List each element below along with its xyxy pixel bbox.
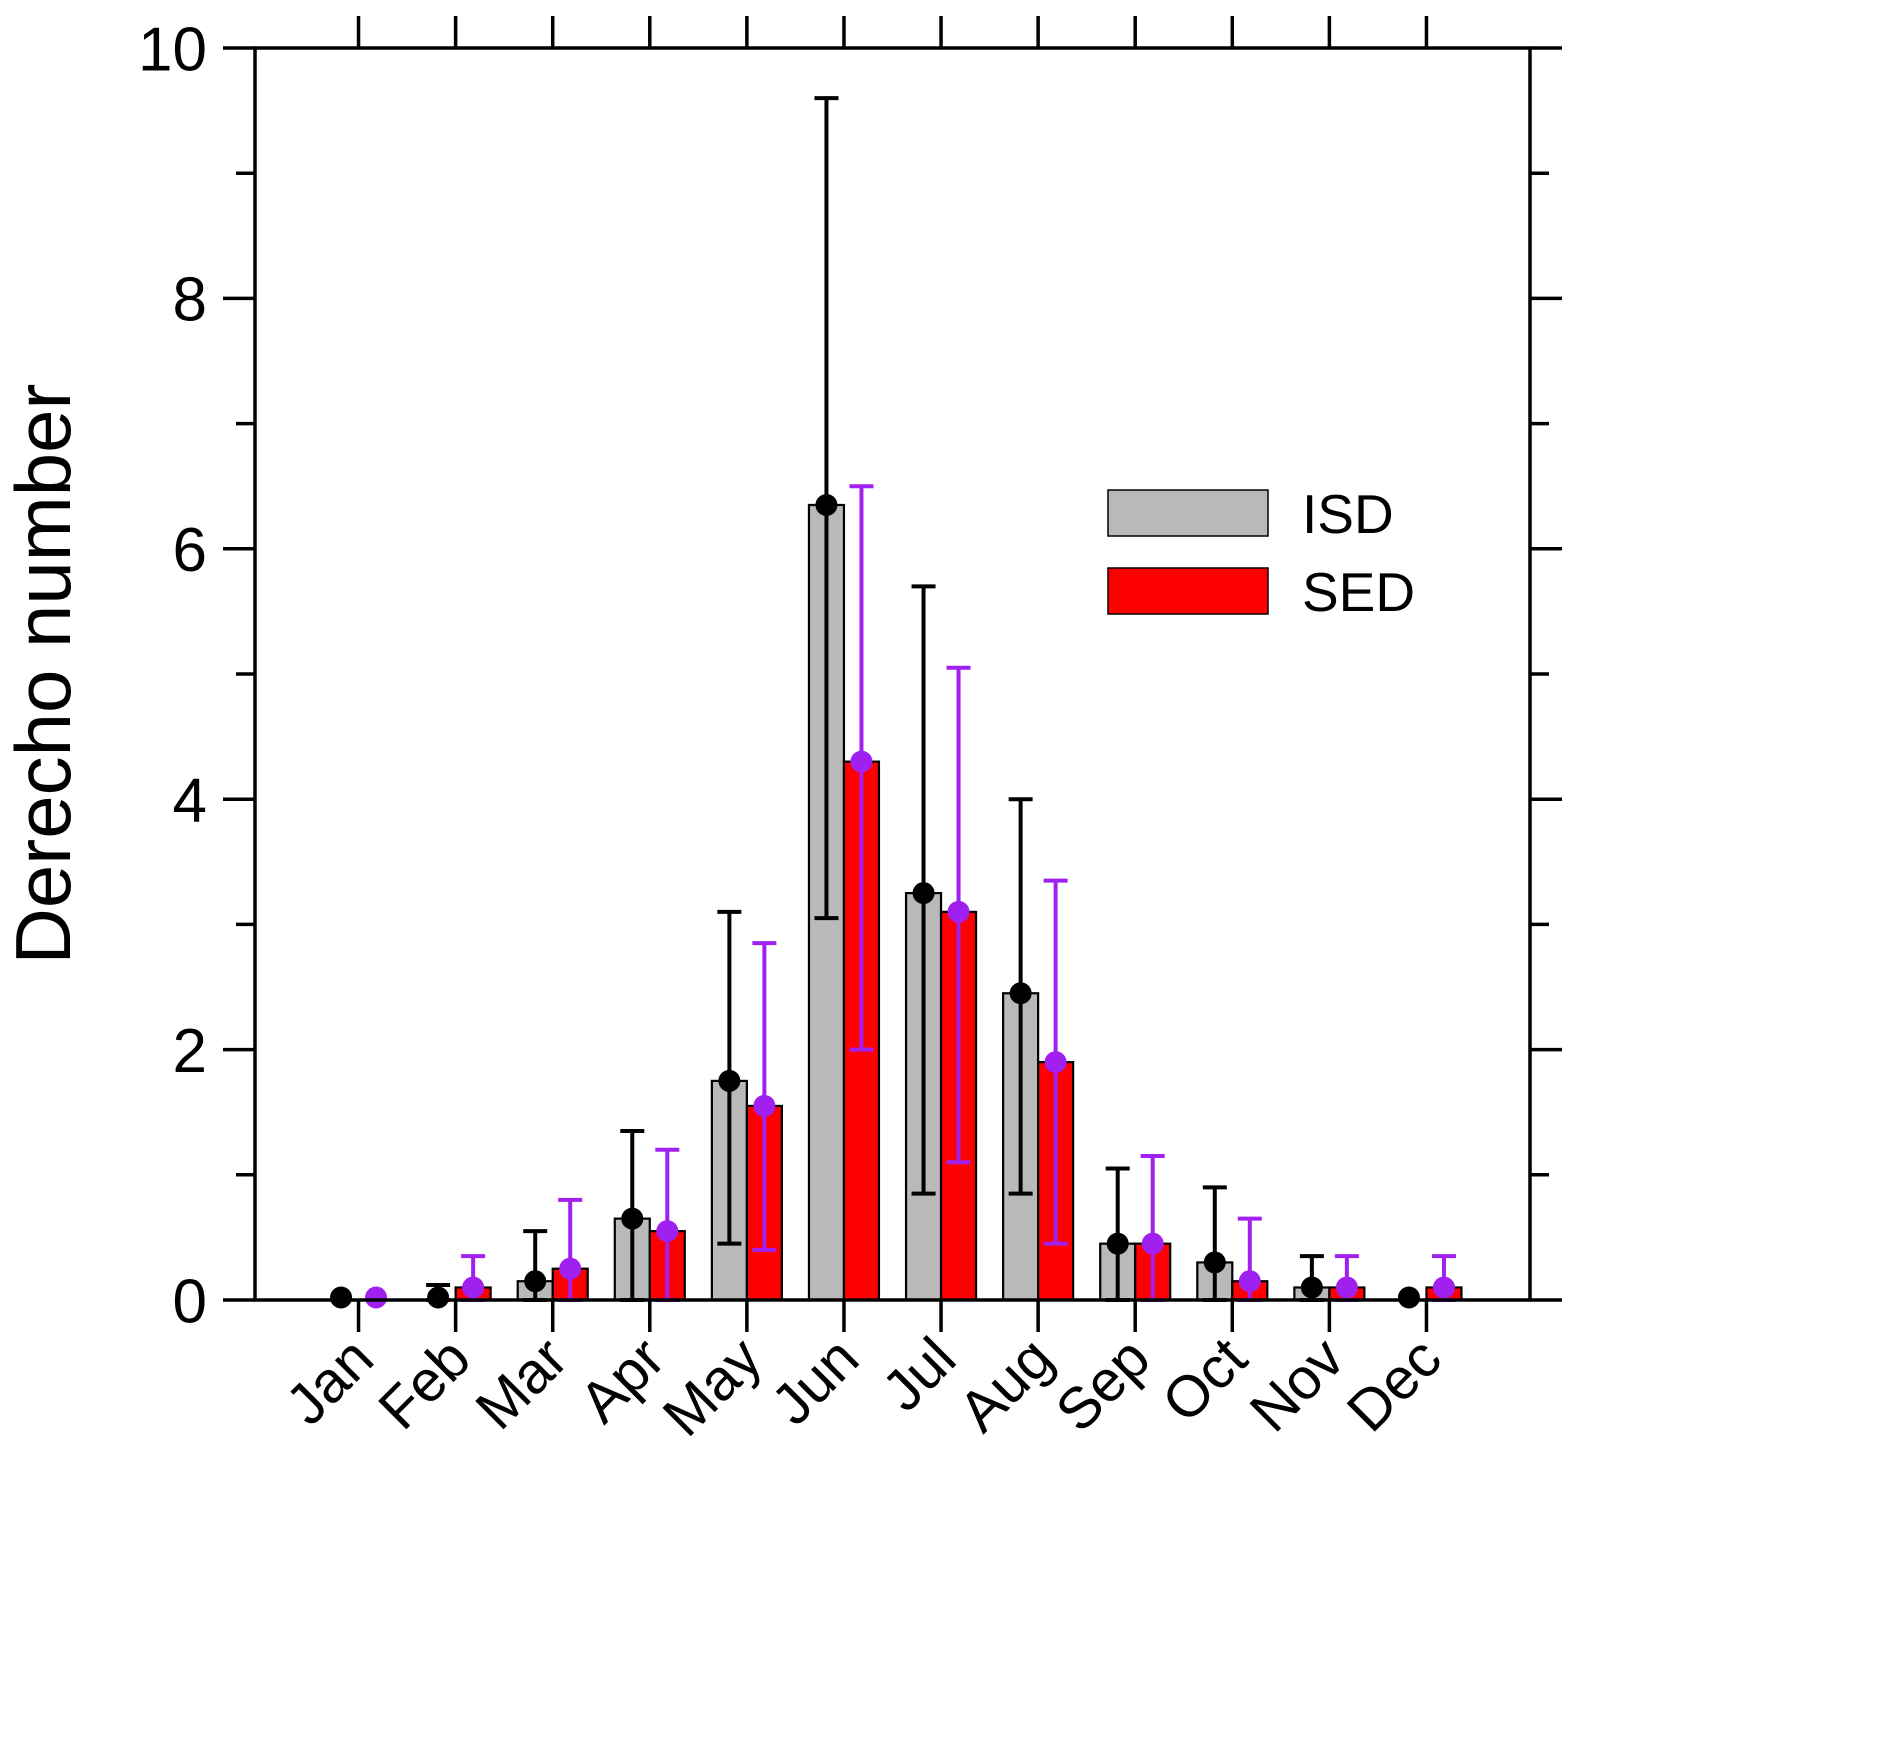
marker-isd-jun: [815, 493, 838, 516]
marker-isd-oct: [1203, 1251, 1226, 1274]
marker-isd-aug: [1009, 982, 1032, 1005]
y-tick-label: 2: [173, 1017, 207, 1086]
y-tick-label: 10: [138, 15, 207, 84]
marker-isd-dec: [1397, 1286, 1420, 1309]
marker-isd-jul: [912, 882, 935, 905]
marker-sed-jul: [947, 900, 970, 923]
legend-swatch-sed: [1107, 567, 1269, 615]
marker-sed-aug: [1044, 1051, 1067, 1074]
legend-swatch-isd: [1107, 489, 1269, 537]
y-tick-labels-group: 0 2 4 6 8 10: [138, 15, 207, 1336]
marker-isd-sep: [1106, 1232, 1129, 1255]
legend-label-sed: SED: [1302, 561, 1415, 623]
y-axis-label: Derecho number: [0, 384, 87, 965]
legend: ISD SED: [1107, 483, 1415, 623]
marker-isd-jan: [330, 1286, 353, 1309]
marker-sed-nov: [1335, 1276, 1358, 1299]
y-tick-label: 4: [173, 767, 207, 836]
marker-sed-jan: [365, 1286, 388, 1309]
marker-isd-feb: [427, 1286, 450, 1309]
mean-markers-group: [330, 493, 1455, 1309]
marker-sed-oct: [1238, 1270, 1261, 1293]
marker-sed-may: [753, 1094, 776, 1117]
marker-sed-mar: [559, 1257, 582, 1280]
marker-isd-mar: [524, 1270, 547, 1293]
legend-label-isd: ISD: [1302, 483, 1394, 545]
marker-isd-apr: [621, 1207, 644, 1230]
marker-sed-sep: [1141, 1232, 1164, 1255]
marker-sed-jun: [850, 750, 873, 773]
y-tick-label: 8: [173, 266, 207, 335]
y-tick-label: 6: [173, 516, 207, 585]
marker-isd-may: [718, 1069, 741, 1092]
marker-sed-feb: [462, 1276, 485, 1299]
marker-isd-nov: [1300, 1276, 1323, 1299]
ticks-group: [223, 16, 1562, 1332]
marker-sed-apr: [656, 1220, 679, 1243]
marker-sed-dec: [1432, 1276, 1455, 1299]
y-tick-label: 0: [173, 1267, 207, 1336]
